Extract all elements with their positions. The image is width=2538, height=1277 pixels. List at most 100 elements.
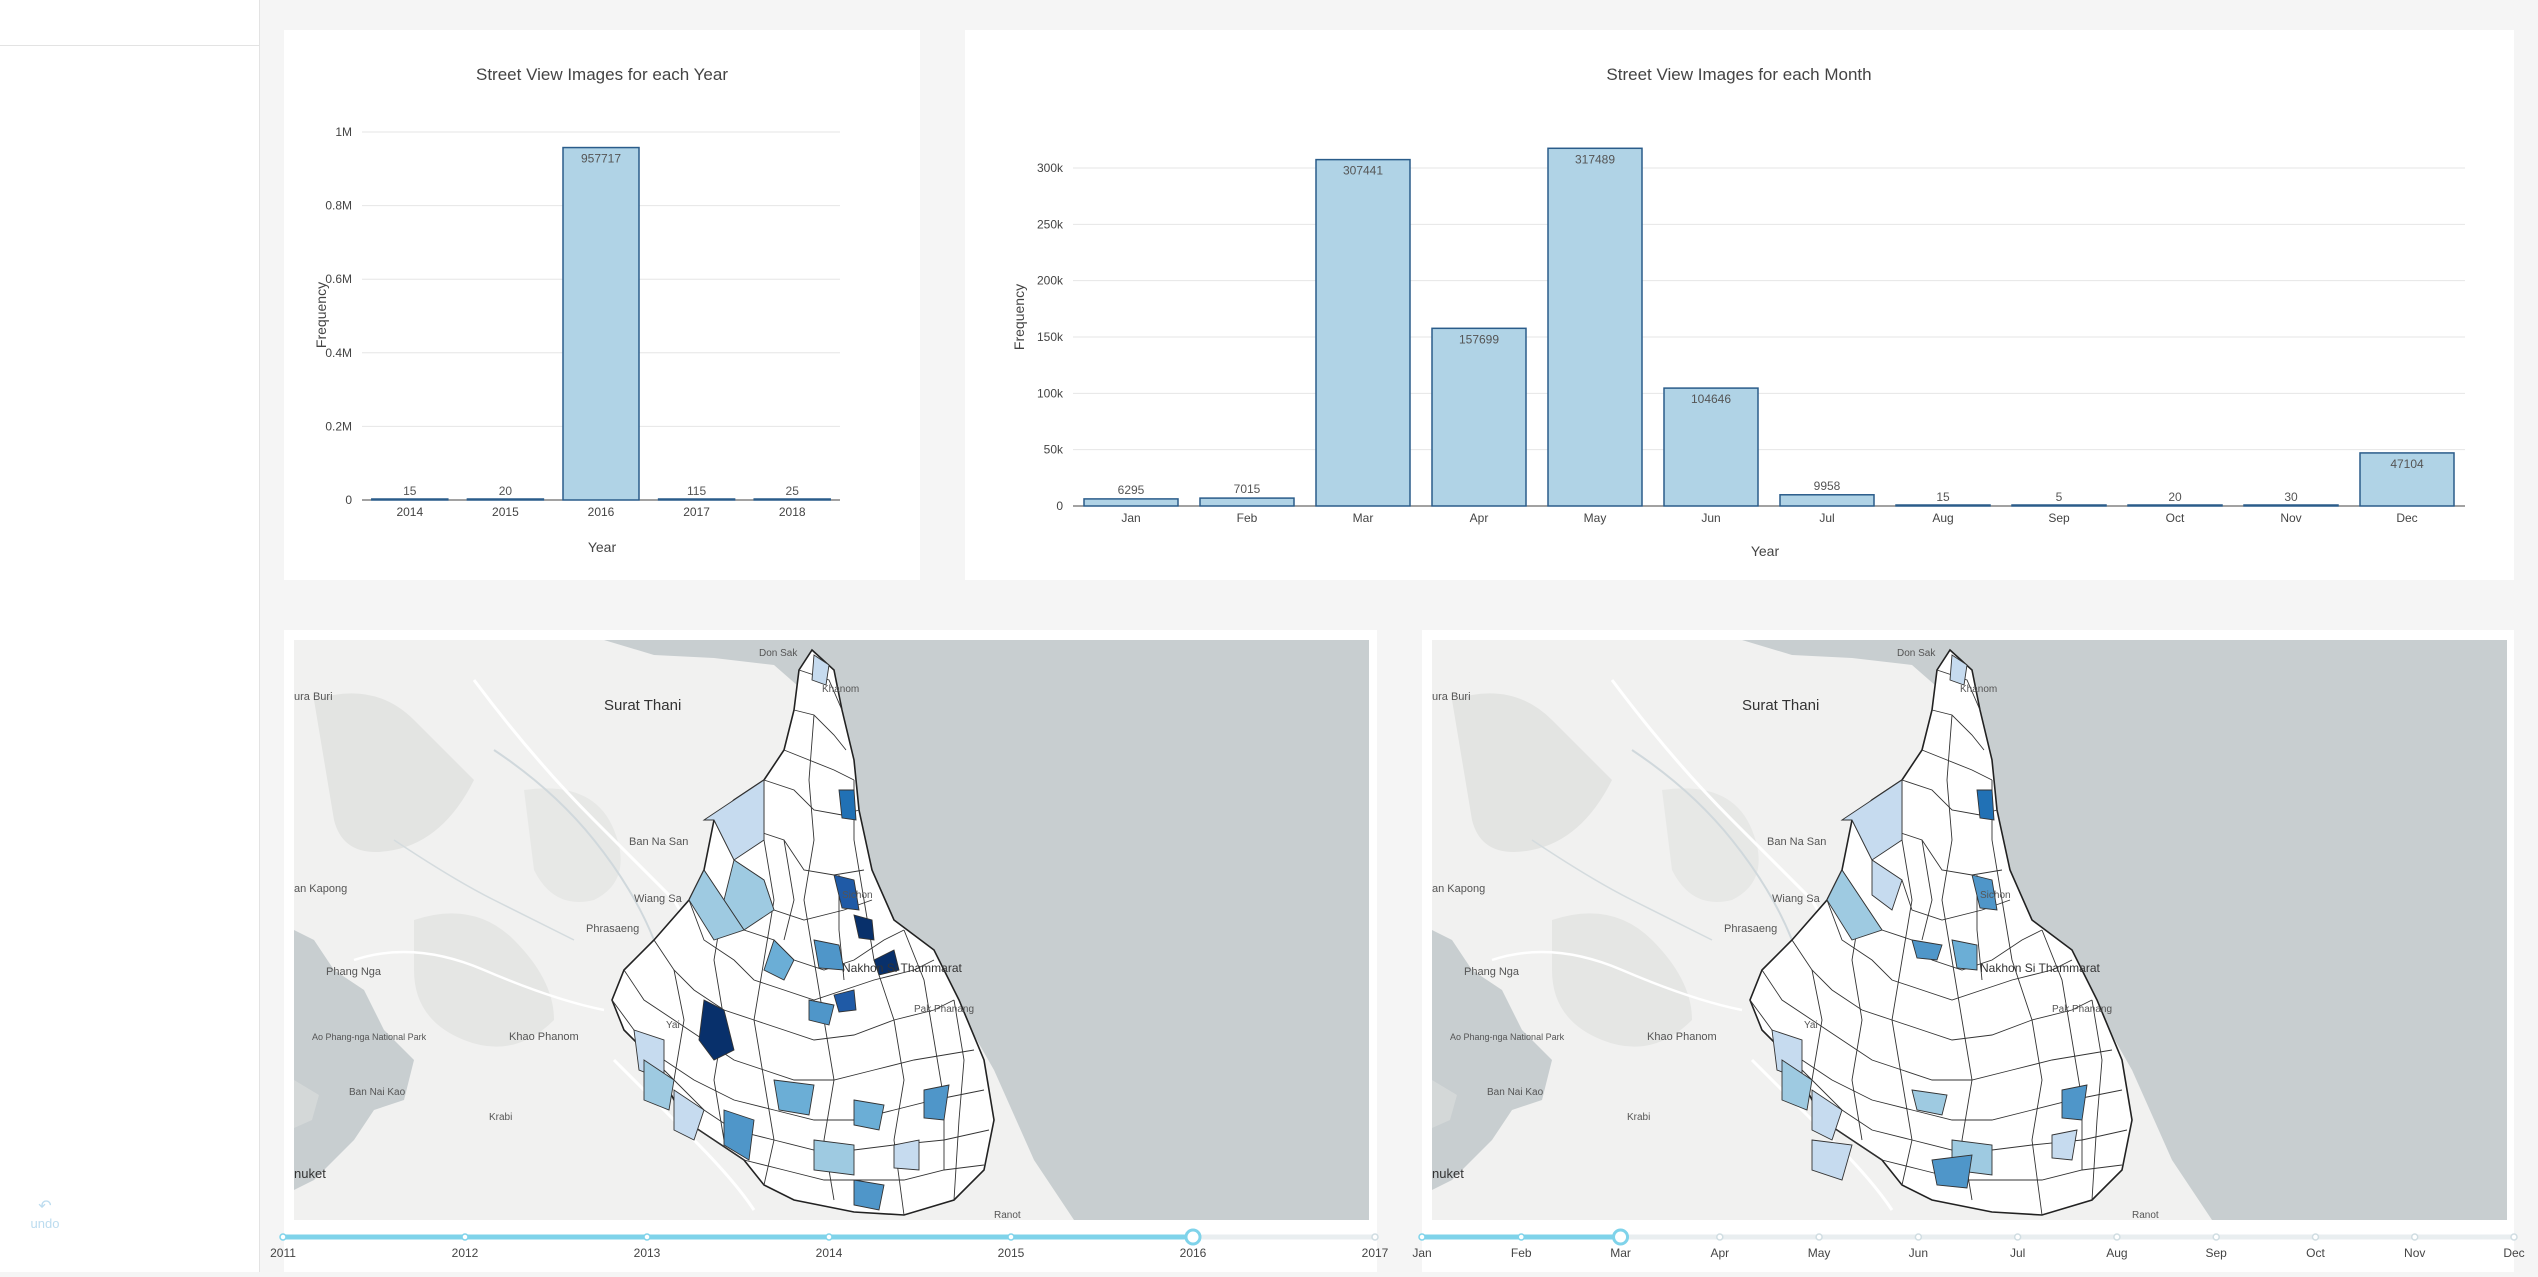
district-shade bbox=[813, 1139, 855, 1176]
x-tick-label: Jun bbox=[1701, 511, 1720, 525]
map-label-surat-thani: Surat Thani bbox=[1742, 697, 1819, 714]
x-tick-label: 2017 bbox=[683, 505, 710, 519]
district-shade bbox=[853, 1099, 885, 1131]
map-label-sichon: Sichon bbox=[842, 890, 873, 901]
x-tick-label: Nov bbox=[2280, 511, 2301, 525]
district-shade bbox=[808, 999, 835, 1026]
data-label: 317489 bbox=[1575, 152, 1615, 166]
map-label-pak-phanang: Pak Phanang bbox=[2052, 1004, 2112, 1015]
district-shade bbox=[1840, 779, 1903, 861]
bar[interactable] bbox=[1199, 497, 1295, 507]
bar[interactable] bbox=[1779, 494, 1875, 507]
bar[interactable] bbox=[753, 498, 831, 501]
map-label-nakhon: Nakhon Si Thammarat bbox=[1980, 961, 2100, 975]
map-label-ao-phang-nga: Ao Phang-nga National Park bbox=[312, 1032, 427, 1042]
district-shade bbox=[1781, 1059, 1813, 1111]
map-label-pak-phanang: Pak Phanang bbox=[914, 1004, 974, 1015]
y-tick-label: 300k bbox=[1037, 161, 1064, 175]
district-shade bbox=[1971, 874, 1998, 911]
undo-button[interactable]: ↶ undo bbox=[28, 1198, 62, 1231]
data-label: 307441 bbox=[1343, 164, 1383, 178]
bar[interactable] bbox=[1663, 387, 1759, 507]
x-tick-label: Mar bbox=[1353, 511, 1374, 525]
y-tick-label: 0.8M bbox=[325, 199, 352, 213]
data-label: 47104 bbox=[2390, 457, 2424, 471]
district-shade bbox=[673, 1089, 705, 1141]
x-tick-label: 2015 bbox=[492, 505, 519, 519]
data-label: 115 bbox=[687, 484, 706, 498]
bar[interactable] bbox=[1083, 498, 1179, 507]
district-shade bbox=[838, 789, 857, 821]
x-tick-label: 2014 bbox=[396, 505, 423, 519]
district-shade bbox=[1811, 1089, 1843, 1141]
district-shade bbox=[1911, 1089, 1948, 1116]
bar[interactable] bbox=[1315, 158, 1411, 507]
map-label-yai: Yai bbox=[1804, 1020, 1818, 1031]
y-tick-label: 150k bbox=[1037, 330, 1064, 344]
map-label-wiang-sa: Wiang Sa bbox=[1772, 893, 1821, 905]
month-chart-title: Street View Images for each Month bbox=[1606, 65, 1871, 84]
x-tick-label: Jan bbox=[1121, 511, 1140, 525]
y-tick-label: 0.2M bbox=[325, 419, 352, 433]
district-shade bbox=[723, 1109, 755, 1161]
data-label: 30 bbox=[2284, 490, 2298, 504]
district-shade bbox=[1949, 654, 1968, 686]
data-label: 7015 bbox=[1234, 482, 1261, 496]
district-shade bbox=[1976, 789, 1995, 821]
year-chart-card: 2014 2015 2016 2017 2018 0 0.2M 0.4M 0.6M 0.8M 1M… bbox=[284, 30, 920, 580]
map-label-ban-na-san: Ban Na San bbox=[1767, 836, 1826, 848]
bar[interactable] bbox=[466, 498, 545, 501]
district-shade bbox=[833, 989, 857, 1013]
district-shade bbox=[688, 869, 745, 941]
bar[interactable] bbox=[1431, 327, 1527, 507]
map-label-krabi: Krabi bbox=[489, 1112, 512, 1123]
map-label-ranot: Ranot bbox=[994, 1210, 1021, 1221]
x-tick-label: Feb bbox=[1237, 511, 1258, 525]
bar[interactable] bbox=[2127, 504, 2223, 507]
data-label: 9958 bbox=[1814, 479, 1841, 493]
map-label-ban-nai-kao: Ban Nai Kao bbox=[1487, 1087, 1544, 1098]
bar[interactable] bbox=[1547, 147, 1643, 507]
map-label-an-kapong: an Kapong bbox=[294, 883, 347, 895]
year-choropleth-map[interactable]: Surat Thani Ban Na San Wiang Sa Phrasaen… bbox=[284, 630, 1377, 1272]
map-label-khanom: Khanom bbox=[1960, 684, 1997, 695]
data-label: 6295 bbox=[1118, 483, 1145, 497]
bar[interactable] bbox=[2011, 504, 2107, 507]
year-x-axis-label: Year bbox=[588, 539, 617, 555]
bar[interactable] bbox=[371, 498, 449, 501]
district-shade bbox=[893, 1139, 920, 1171]
month-choropleth-map[interactable]: Surat Thani Ban Na San Wiang Sa Phrasaen… bbox=[1422, 630, 2514, 1272]
district-shade bbox=[723, 859, 775, 931]
sidebar: ↶ undo bbox=[0, 0, 260, 1272]
year-y-axis-label: Frequency bbox=[313, 282, 329, 348]
x-tick-label: Oct bbox=[2166, 511, 2185, 525]
district-shade bbox=[1826, 869, 1883, 941]
map-label-phrasaeng: Phrasaeng bbox=[1724, 923, 1777, 935]
bar[interactable] bbox=[657, 498, 736, 501]
district-shade bbox=[1931, 1154, 1973, 1189]
map-label-khao-phanom: Khao Phanom bbox=[509, 1031, 579, 1043]
bar[interactable] bbox=[562, 146, 640, 501]
map-label-don-sak: Don Sak bbox=[1897, 648, 1936, 659]
bar[interactable] bbox=[2359, 452, 2455, 507]
map-label-phrasaeng: Phrasaeng bbox=[586, 923, 639, 935]
district-shade bbox=[763, 939, 795, 981]
data-label: 20 bbox=[499, 484, 513, 498]
map-label-ban-na-san: Ban Na San bbox=[629, 836, 688, 848]
data-label: 20 bbox=[2168, 490, 2182, 504]
y-tick-label: 1M bbox=[335, 125, 352, 139]
y-tick-label: 0 bbox=[345, 493, 352, 507]
map-label-phuket: nuket bbox=[1432, 1166, 1464, 1181]
map-label-nakhon: Nakhon Si Thammarat bbox=[842, 961, 962, 975]
map-label-don-sak: Don Sak bbox=[759, 648, 798, 659]
map-label-an-kapong: an Kapong bbox=[1432, 883, 1485, 895]
bar[interactable] bbox=[1895, 504, 1991, 507]
district-shade bbox=[2051, 1129, 2078, 1161]
data-label: 957717 bbox=[581, 152, 621, 166]
district-shade bbox=[811, 654, 830, 686]
map-label-ura-buri: ura Buri bbox=[1432, 691, 1471, 703]
map-label-ranot: Ranot bbox=[2132, 1210, 2159, 1221]
map-label-ao-phang-nga: Ao Phang-nga National Park bbox=[1450, 1032, 1565, 1042]
bar[interactable] bbox=[2243, 504, 2339, 507]
y-tick-label: 0.6M bbox=[325, 272, 352, 286]
